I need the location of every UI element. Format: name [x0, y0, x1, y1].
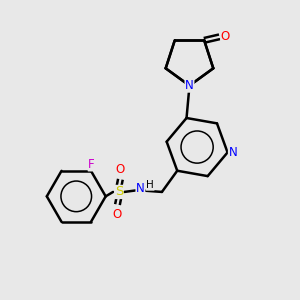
Text: O: O	[116, 163, 125, 176]
Text: O: O	[221, 30, 230, 43]
Text: N: N	[185, 79, 194, 92]
Text: N: N	[229, 146, 237, 159]
Text: F: F	[88, 158, 95, 171]
Text: N: N	[136, 182, 145, 196]
Text: S: S	[115, 185, 123, 198]
Text: H: H	[146, 180, 154, 190]
Text: O: O	[113, 208, 122, 221]
